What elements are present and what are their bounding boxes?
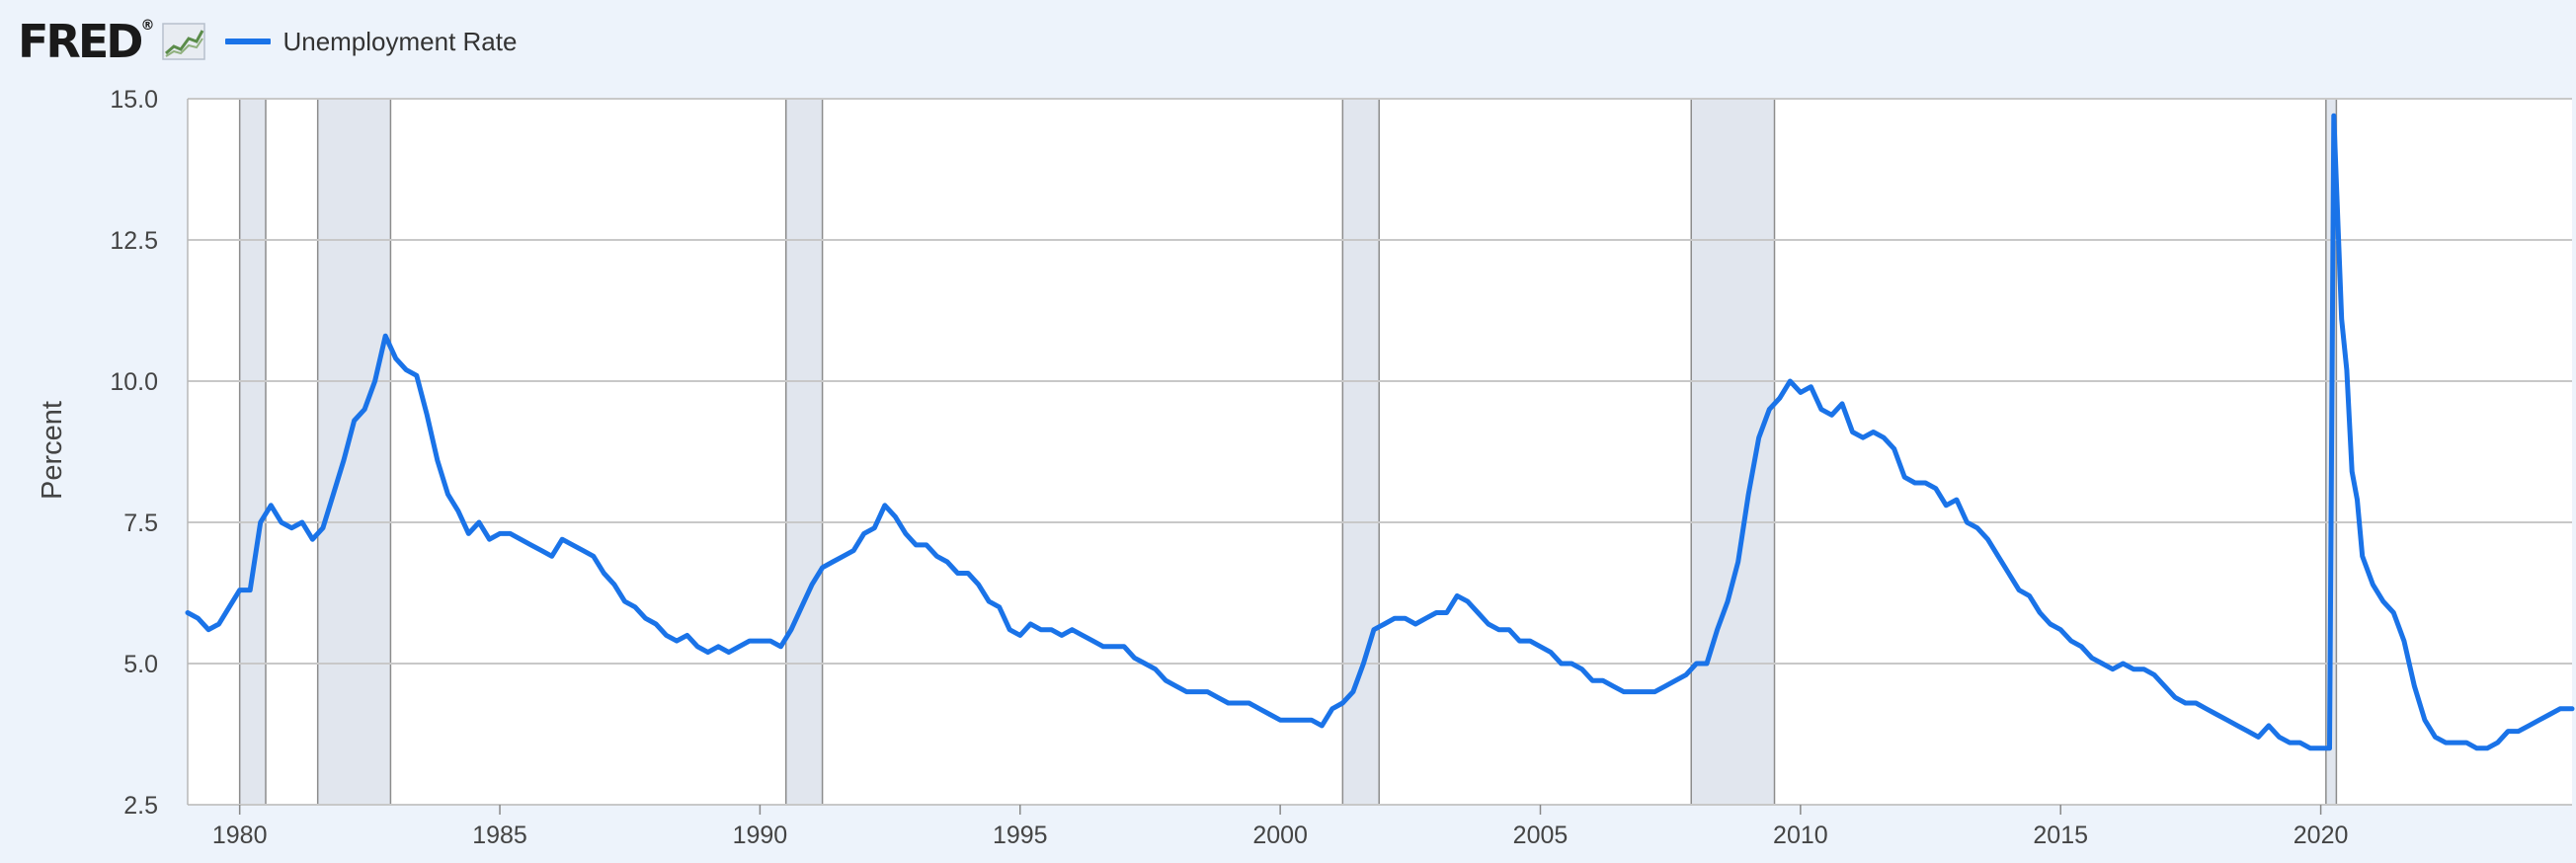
recession-band-2 <box>785 99 823 805</box>
series-layer <box>185 113 2575 751</box>
x-tick-label-4: 2000 <box>1252 822 1308 849</box>
recession-band-0 <box>239 99 267 805</box>
recession-band-1 <box>317 99 391 805</box>
legend-swatch <box>225 39 272 44</box>
y-axis-title: Percent <box>37 401 68 500</box>
x-tick-label-6: 2010 <box>1773 822 1828 849</box>
x-tick-label-7: 2015 <box>2033 822 2088 849</box>
x-axis: 1980 1985 1990 1995 2000 2005 2010 2015 2020 <box>212 805 2349 849</box>
x-tick-label-0: 1980 <box>212 822 268 849</box>
y-tick-label-1: 5.0 <box>123 651 158 678</box>
plot-area <box>188 99 2572 805</box>
fred-logo[interactable]: FRED® <box>18 19 154 64</box>
x-tick-label-8: 2020 <box>2294 822 2349 849</box>
x-tick-label-3: 1995 <box>993 822 1048 849</box>
y-tick-label-3: 10.0 <box>110 368 158 396</box>
chart-legend: Unemployment Rate <box>225 27 517 57</box>
y-tick-label-5: 15.0 <box>110 86 158 114</box>
x-tick-label-5: 2005 <box>1513 822 1569 849</box>
y-tick-label-4: 12.5 <box>110 227 158 255</box>
registered-mark: ® <box>140 18 155 34</box>
recession-shading <box>238 99 2338 805</box>
x-tick-label-2: 1990 <box>733 822 788 849</box>
x-tick-label-1: 1985 <box>472 822 527 849</box>
line-chart-icon <box>162 23 206 60</box>
legend-label: Unemployment Rate <box>282 26 518 56</box>
y-tick-label-0: 2.5 <box>123 792 158 820</box>
y-tick-label-2: 7.5 <box>123 510 158 537</box>
gridlines <box>187 98 2572 806</box>
recession-band-4 <box>1691 99 1775 805</box>
series-line-0[interactable] <box>185 113 2575 751</box>
fred-logo-text: FRED <box>18 15 143 68</box>
y-axis: 2.5 5.0 7.5 10.0 12.5 15.0 <box>110 86 158 820</box>
chart-header: FRED® Unemployment Rate <box>18 14 517 69</box>
recession-band-3 <box>1342 99 1380 805</box>
